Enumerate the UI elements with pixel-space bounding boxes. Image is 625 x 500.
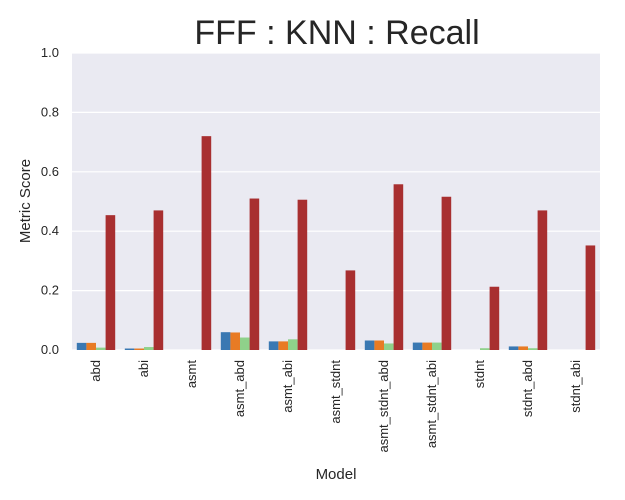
bar <box>432 342 442 350</box>
plot-area <box>72 53 600 350</box>
x-tick-label: asmt_stdnt <box>328 360 343 424</box>
bar <box>508 346 519 350</box>
bar <box>105 215 116 350</box>
y-tick-label: 1.0 <box>41 45 59 60</box>
bar <box>297 199 308 350</box>
bar <box>480 348 490 350</box>
bar <box>374 340 384 350</box>
x-tick-label: asmt_abd <box>232 360 247 417</box>
x-tick-label: stdnt_abi <box>568 360 583 413</box>
bar <box>220 332 231 350</box>
bar <box>96 347 106 350</box>
bar <box>364 340 375 350</box>
x-axis-label: Model <box>316 466 357 483</box>
x-tick-label: asmt <box>184 360 199 389</box>
x-tick-label: abd <box>88 360 103 382</box>
x-tick-label: asmt_abi <box>280 360 295 413</box>
y-tick-label: 0.4 <box>41 223 59 238</box>
bar <box>422 342 432 350</box>
x-tick-label: stdnt <box>472 360 487 389</box>
x-tick-label: stdnt_abd <box>520 360 535 417</box>
bar <box>230 332 240 350</box>
bar <box>201 136 212 350</box>
chart-title: FFF : KNN : Recall <box>194 14 479 52</box>
bar <box>134 348 144 350</box>
bar <box>76 342 87 350</box>
bar <box>585 245 596 350</box>
x-tick-labels: abd abi asmt asmt_abd asmt_abi asmt_stdnt asmt… <box>88 360 583 453</box>
y-tick-label: 0.0 <box>41 342 59 357</box>
y-tick-label: 0.8 <box>41 104 59 119</box>
bar <box>268 341 279 350</box>
bar <box>537 210 548 350</box>
y-tick-label: 0.6 <box>41 164 59 179</box>
bar <box>153 210 164 350</box>
y-tick-label: 0.2 <box>41 283 59 298</box>
bar <box>240 337 250 350</box>
bar <box>489 286 500 350</box>
bar <box>345 270 356 350</box>
x-tick-label: asmt_stdnt_abi <box>424 360 439 448</box>
bar <box>384 343 394 350</box>
bar <box>393 184 404 350</box>
bar <box>124 348 135 350</box>
bar <box>249 198 260 350</box>
bar <box>144 347 154 350</box>
bar <box>518 346 528 350</box>
x-tick-label: asmt_stdnt_abd <box>376 360 391 453</box>
bar <box>278 341 288 350</box>
bar <box>441 196 452 350</box>
bars <box>76 136 596 350</box>
y-tick-labels: 0.0 0.2 0.4 0.6 0.8 1.0 <box>41 45 59 357</box>
bar <box>528 348 538 350</box>
y-axis-label: Metric Score <box>17 159 34 243</box>
bar <box>288 339 298 350</box>
x-tick-label: abi <box>136 360 151 377</box>
bar <box>86 342 96 350</box>
bar <box>412 342 423 350</box>
